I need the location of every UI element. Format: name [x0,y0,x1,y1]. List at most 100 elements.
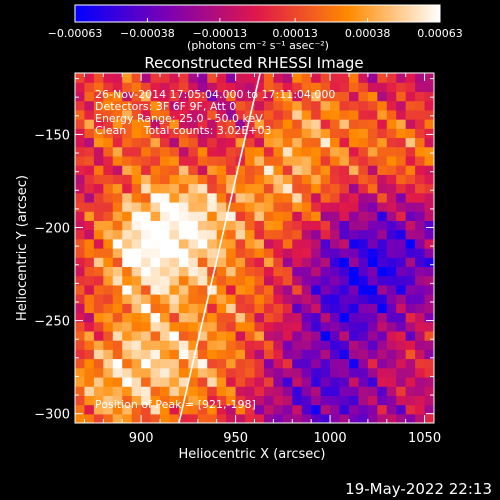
heatmap-cell [405,183,416,194]
heatmap-cell [415,349,426,360]
heatmap-cell [178,82,189,93]
heatmap-cell [330,73,341,83]
heatmap-cell [254,386,265,396]
heatmap-cell [141,119,152,129]
heatmap-cell [348,109,360,120]
heatmap-cell [122,109,133,120]
heatmap-cell [93,275,104,286]
heatmap-cell [311,119,322,129]
heatmap-cell [254,395,265,406]
heatmap-cell [292,312,303,323]
heatmap-cell [160,146,171,157]
heatmap-cell [311,404,322,415]
heatmap-cell [84,303,95,314]
heatmap-cell [301,192,312,203]
heatmap-cell [282,73,293,83]
heatmap-cell [235,248,246,258]
heatmap-cell [169,386,180,396]
heatmap-cell [141,413,152,423]
heatmap-cell [188,128,199,139]
heatmap-cell [93,238,104,249]
heatmap-cell [235,358,246,369]
heatmap-cell [112,312,123,323]
heatmap-cell [292,386,303,396]
heatmap-cell [358,109,369,120]
heatmap-cell [207,91,218,102]
heatmap-cell [339,284,350,295]
heatmap-cell [282,284,293,295]
heatmap-cell [273,330,284,341]
heatmap-cell [245,146,256,157]
heatmap-cell [405,220,416,231]
heatmap-cell [141,183,152,194]
heatmap-cell [320,201,331,212]
heatmap-cell [301,386,312,396]
heatmap-cell [150,303,161,314]
heatmap-cell [263,340,274,350]
heatmap-cell [93,248,104,258]
heatmap-cell [112,128,123,139]
heatmap-cell [207,146,218,157]
heatmap-cell [301,330,312,341]
heatmap-cell [396,201,407,212]
heatmap-cell [386,91,397,102]
heatmap-cell [188,192,199,203]
heatmap-cell [216,376,227,387]
heatmap-cell [141,257,152,268]
heatmap-cell [386,349,397,360]
heatmap-cell [348,376,360,387]
heatmap-cell [178,275,189,286]
heatmap-cell [311,165,322,175]
heatmap-cell [424,294,434,304]
heatmap-cell [150,155,161,166]
heatmap-cell [263,266,274,277]
heatmap-cell [396,91,407,102]
heatmap-cell [396,284,407,295]
heatmap-cell [358,303,369,314]
heatmap-cell [131,238,142,249]
heatmap-cell [424,330,434,341]
heatmap-cell [367,340,378,350]
heatmap-cell [75,155,86,166]
heatmap-cell [245,330,256,341]
heatmap-cell [169,137,180,148]
heatmap-cell [301,248,312,258]
heatmap-cell [84,82,95,93]
heatmap-cell [150,82,161,93]
heatmap-cell [396,146,407,157]
heatmap-cell [367,192,378,203]
heatmap-cell [75,358,86,369]
heatmap-cell [103,266,114,277]
heatmap-cell [207,229,218,240]
heatmap-cell [226,128,237,139]
heatmap-cell [358,413,369,423]
heatmap-cell [358,73,369,83]
heatmap-cell [396,211,407,221]
heatmap-cell [112,238,123,249]
heatmap-cell [320,266,331,277]
heatmap-cell [131,294,142,304]
heatmap-cell [103,174,114,185]
heatmap-cell [150,137,161,148]
heatmap-cell [75,340,86,350]
heatmap-cell [169,330,180,341]
heatmap-cell [150,248,161,258]
heatmap-cell [386,376,397,387]
heatmap-cell [178,303,189,314]
heatmap-cell [273,174,284,185]
heatmap-cell [207,183,218,194]
heatmap-cell [112,395,123,406]
heatmap-cell [348,275,360,286]
heatmap-cell [226,229,237,240]
heatmap-cell [396,73,407,83]
heatmap-cell [207,238,218,249]
heatmap-cell [188,201,199,212]
heatmap-cell [226,238,237,249]
heatmap-cell [405,303,416,314]
heatmap-cell [339,404,350,415]
heatmap-cell [405,284,416,295]
y-tick-label: −150 [34,128,70,143]
heatmap-cell [93,312,104,323]
heatmap-cell [282,303,293,314]
heatmap-cell [103,330,114,341]
